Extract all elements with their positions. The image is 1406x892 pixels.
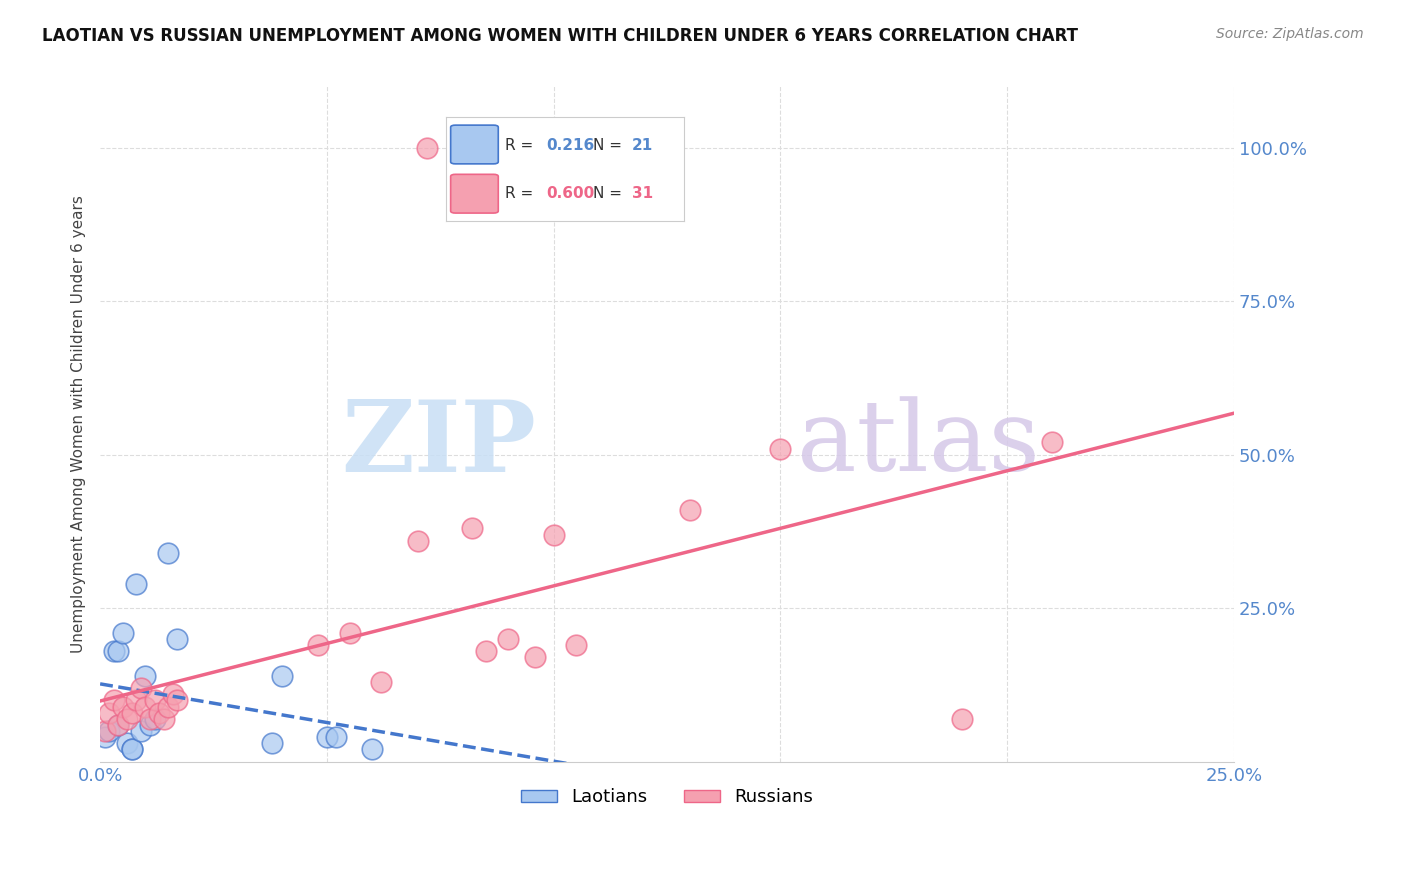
- Point: [474, 644, 496, 658]
- Point: [315, 730, 337, 744]
- Point: [121, 706, 143, 720]
- Point: [125, 576, 148, 591]
- Point: [1042, 435, 1064, 450]
- Point: [148, 706, 170, 720]
- Text: LAOTIAN VS RUSSIAN UNEMPLOYMENT AMONG WOMEN WITH CHILDREN UNDER 6 YEARS CORRELAT: LAOTIAN VS RUSSIAN UNEMPLOYMENT AMONG WO…: [42, 27, 1078, 45]
- Legend: Laotians, Russians: Laotians, Russians: [513, 781, 820, 814]
- Point: [121, 742, 143, 756]
- Point: [103, 644, 125, 658]
- Point: [125, 693, 148, 707]
- Point: [157, 699, 180, 714]
- Point: [107, 718, 129, 732]
- Point: [143, 693, 166, 707]
- Point: [157, 546, 180, 560]
- Point: [152, 712, 174, 726]
- Point: [543, 527, 565, 541]
- Point: [98, 706, 121, 720]
- Point: [129, 681, 152, 695]
- Text: Source: ZipAtlas.com: Source: ZipAtlas.com: [1216, 27, 1364, 41]
- Point: [103, 693, 125, 707]
- Point: [162, 687, 184, 701]
- Point: [678, 503, 700, 517]
- Point: [950, 712, 973, 726]
- Point: [117, 736, 139, 750]
- Point: [111, 699, 134, 714]
- Point: [361, 742, 384, 756]
- Point: [98, 724, 121, 739]
- Point: [270, 669, 292, 683]
- Text: ZIP: ZIP: [342, 396, 537, 492]
- Point: [107, 644, 129, 658]
- Point: [415, 141, 437, 155]
- Point: [262, 736, 284, 750]
- Point: [134, 669, 156, 683]
- Point: [307, 638, 329, 652]
- Point: [121, 742, 143, 756]
- Point: [166, 693, 188, 707]
- Point: [370, 675, 392, 690]
- Point: [117, 712, 139, 726]
- Point: [129, 724, 152, 739]
- Point: [107, 718, 129, 732]
- Point: [406, 533, 429, 548]
- Point: [325, 730, 347, 744]
- Point: [461, 521, 484, 535]
- Point: [134, 699, 156, 714]
- Point: [143, 712, 166, 726]
- Point: [93, 730, 115, 744]
- Point: [111, 625, 134, 640]
- Point: [166, 632, 188, 646]
- Point: [339, 625, 361, 640]
- Point: [565, 638, 588, 652]
- Point: [524, 650, 547, 665]
- Point: [93, 724, 115, 739]
- Text: atlas: atlas: [797, 396, 1040, 492]
- Y-axis label: Unemployment Among Women with Children Under 6 years: Unemployment Among Women with Children U…: [72, 195, 86, 653]
- Point: [139, 718, 162, 732]
- Point: [769, 442, 792, 456]
- Point: [496, 632, 519, 646]
- Point: [139, 712, 162, 726]
